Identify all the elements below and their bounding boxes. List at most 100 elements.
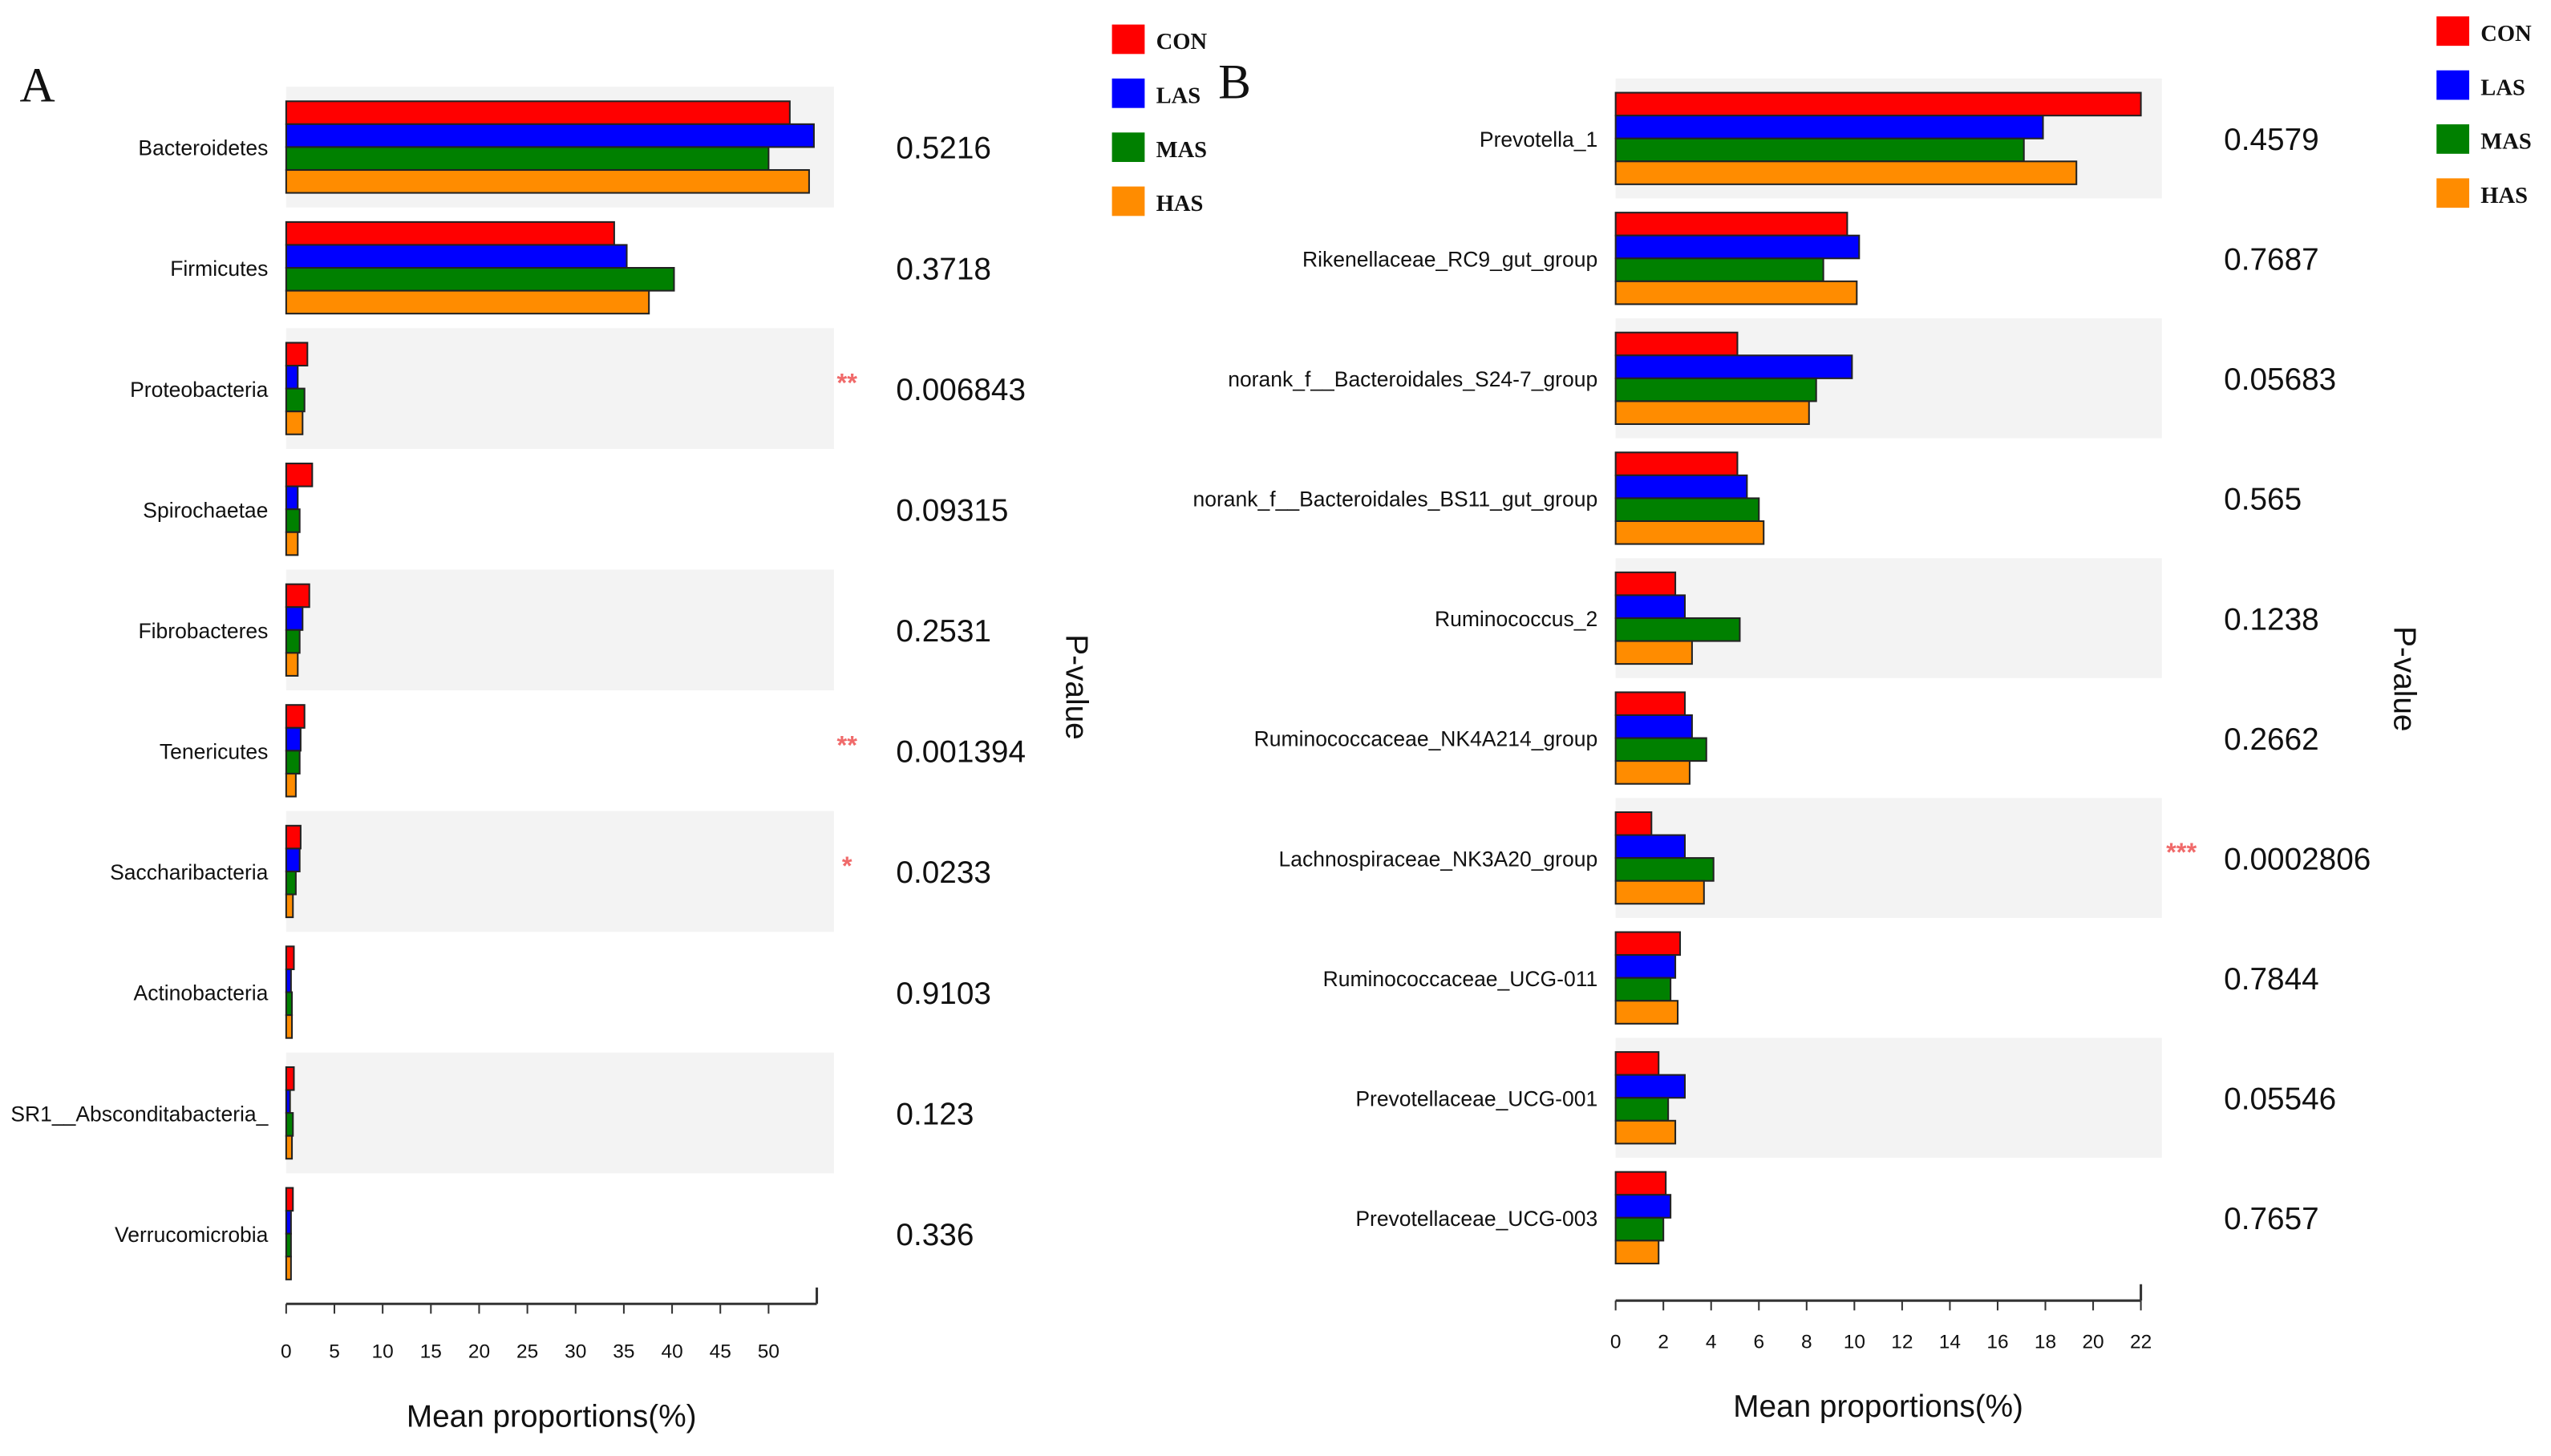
bar-las <box>1614 714 1693 739</box>
bar-mas <box>1614 377 1817 402</box>
x-tick-label: 0 <box>281 1341 292 1363</box>
p-value-label: 0.3718 <box>896 252 990 286</box>
bar-con <box>1614 331 1739 357</box>
bar-mas <box>285 267 675 292</box>
x-tick-label: 45 <box>710 1341 731 1363</box>
x-tick-label: 8 <box>1801 1331 1812 1353</box>
bar-con <box>285 583 310 609</box>
p-value-label: 0.05683 <box>2224 362 2336 397</box>
bar-mas <box>285 1112 294 1137</box>
bar-con <box>285 704 306 729</box>
x-tick-label: 15 <box>420 1341 442 1363</box>
bar-has <box>285 168 810 194</box>
p-value-label: 0.1238 <box>2224 602 2318 637</box>
legend: CON LAS MAS HAS <box>1112 24 1208 216</box>
bar-mas <box>285 750 301 775</box>
category-label: Prevotella_1 <box>1480 127 1597 152</box>
category-label: Prevotellaceae_UCG-003 <box>1355 1207 1597 1231</box>
bar-has <box>285 289 650 315</box>
p-value-label: 0.123 <box>896 1097 974 1131</box>
category-label: Prevotellaceae_UCG-001 <box>1355 1086 1597 1110</box>
bar-las <box>1614 115 2044 140</box>
legend-label: MAS <box>2480 130 2531 155</box>
category-label: Ruminococcaceae_UCG-011 <box>1323 967 1598 991</box>
p-value-label: 0.0233 <box>896 855 990 890</box>
legend-swatch-mas <box>1112 132 1145 163</box>
p-value-label: 0.5216 <box>896 131 990 166</box>
p-value-label: 0.0002806 <box>2224 842 2371 876</box>
bar-con <box>285 220 615 246</box>
bar-mas <box>285 991 294 1017</box>
legend-label: CON <box>1156 30 1208 55</box>
p-value-label: 0.4579 <box>2224 123 2318 157</box>
bar-mas <box>1614 257 1824 282</box>
bar-has <box>285 411 304 435</box>
legend-label: HAS <box>1156 192 1204 216</box>
significance-marker: *** <box>2166 837 2197 867</box>
bar-las <box>285 606 304 631</box>
bar-has <box>1614 760 1691 785</box>
p-value-axis-title: P-value <box>1059 634 1093 739</box>
bar-con <box>1614 212 1848 237</box>
bar-mas <box>1614 857 1715 882</box>
p-value-label: 0.001394 <box>896 735 1026 770</box>
legend-swatch-has <box>2436 178 2470 208</box>
bar-las <box>285 1089 291 1114</box>
bar-has <box>1614 280 1858 305</box>
legend-label: LAS <box>2480 75 2525 100</box>
bar-mas <box>285 870 297 896</box>
p-value-label: 0.9103 <box>896 977 990 1011</box>
category-label: Verrucomicrobia <box>115 1223 269 1247</box>
bar-mas <box>1614 977 1672 1002</box>
x-tick-label: 10 <box>372 1341 394 1363</box>
bar-las <box>1614 1194 1672 1219</box>
panel-B: B Prevotella_1 0.4579 Rikenellaceae_RC9_gut… <box>1193 16 2532 1424</box>
legend-swatch-con <box>2436 16 2470 47</box>
panel-label: B <box>1218 55 1251 109</box>
category-label: Saccharibacteria <box>110 860 269 884</box>
bar-con <box>1614 571 1677 597</box>
category-label: norank_f__Bacteroidales_S24-7_group <box>1228 367 1597 391</box>
bar-mas <box>1614 617 1741 642</box>
x-tick-label: 30 <box>565 1341 586 1363</box>
bar-mas <box>1614 737 1707 762</box>
bar-con <box>285 463 314 487</box>
x-tick-label: 0 <box>1610 1331 1622 1353</box>
x-tick-label: 35 <box>613 1341 634 1363</box>
bar-las <box>285 485 299 511</box>
x-tick-label: 18 <box>2035 1331 2056 1353</box>
x-tick-label: 20 <box>468 1341 490 1363</box>
bar-has <box>1614 520 1765 545</box>
bar-has <box>285 1014 294 1039</box>
x-tick-label: 25 <box>516 1341 538 1363</box>
significance-marker: ** <box>837 368 858 398</box>
bar-las <box>1614 234 1861 260</box>
bar-has <box>1614 640 1693 665</box>
category-label: Tenericutes <box>160 740 268 764</box>
legend-swatch-con <box>1112 24 1145 55</box>
bar-has <box>1614 160 2078 185</box>
significance-marker: * <box>842 851 852 880</box>
x-tick-label: 2 <box>1658 1331 1669 1353</box>
significance-marker: ** <box>837 730 858 759</box>
legend-swatch-has <box>1112 186 1145 216</box>
bar-las <box>285 244 628 269</box>
legend-label: CON <box>2480 22 2532 47</box>
bar-las <box>1614 474 1748 499</box>
x-tick-label: 22 <box>2130 1331 2152 1353</box>
bar-las <box>285 968 292 993</box>
p-value-label: 0.05546 <box>2224 1082 2336 1117</box>
p-value-label: 0.336 <box>896 1218 974 1252</box>
x-tick-label: 10 <box>1844 1331 1865 1353</box>
p-value-label: 0.2662 <box>2224 722 2318 757</box>
bar-has <box>285 652 299 677</box>
bar-has <box>1614 1240 1660 1264</box>
category-label: Bacteroidetes <box>138 136 268 160</box>
bar-con <box>285 342 309 367</box>
p-value-axis-title: P-value <box>2387 626 2421 731</box>
bar-mas <box>1614 137 2025 163</box>
bar-las <box>285 1210 292 1235</box>
x-tick-label: 16 <box>1986 1331 2008 1353</box>
bar-con <box>1614 691 1686 717</box>
bar-con <box>1614 1051 1660 1076</box>
